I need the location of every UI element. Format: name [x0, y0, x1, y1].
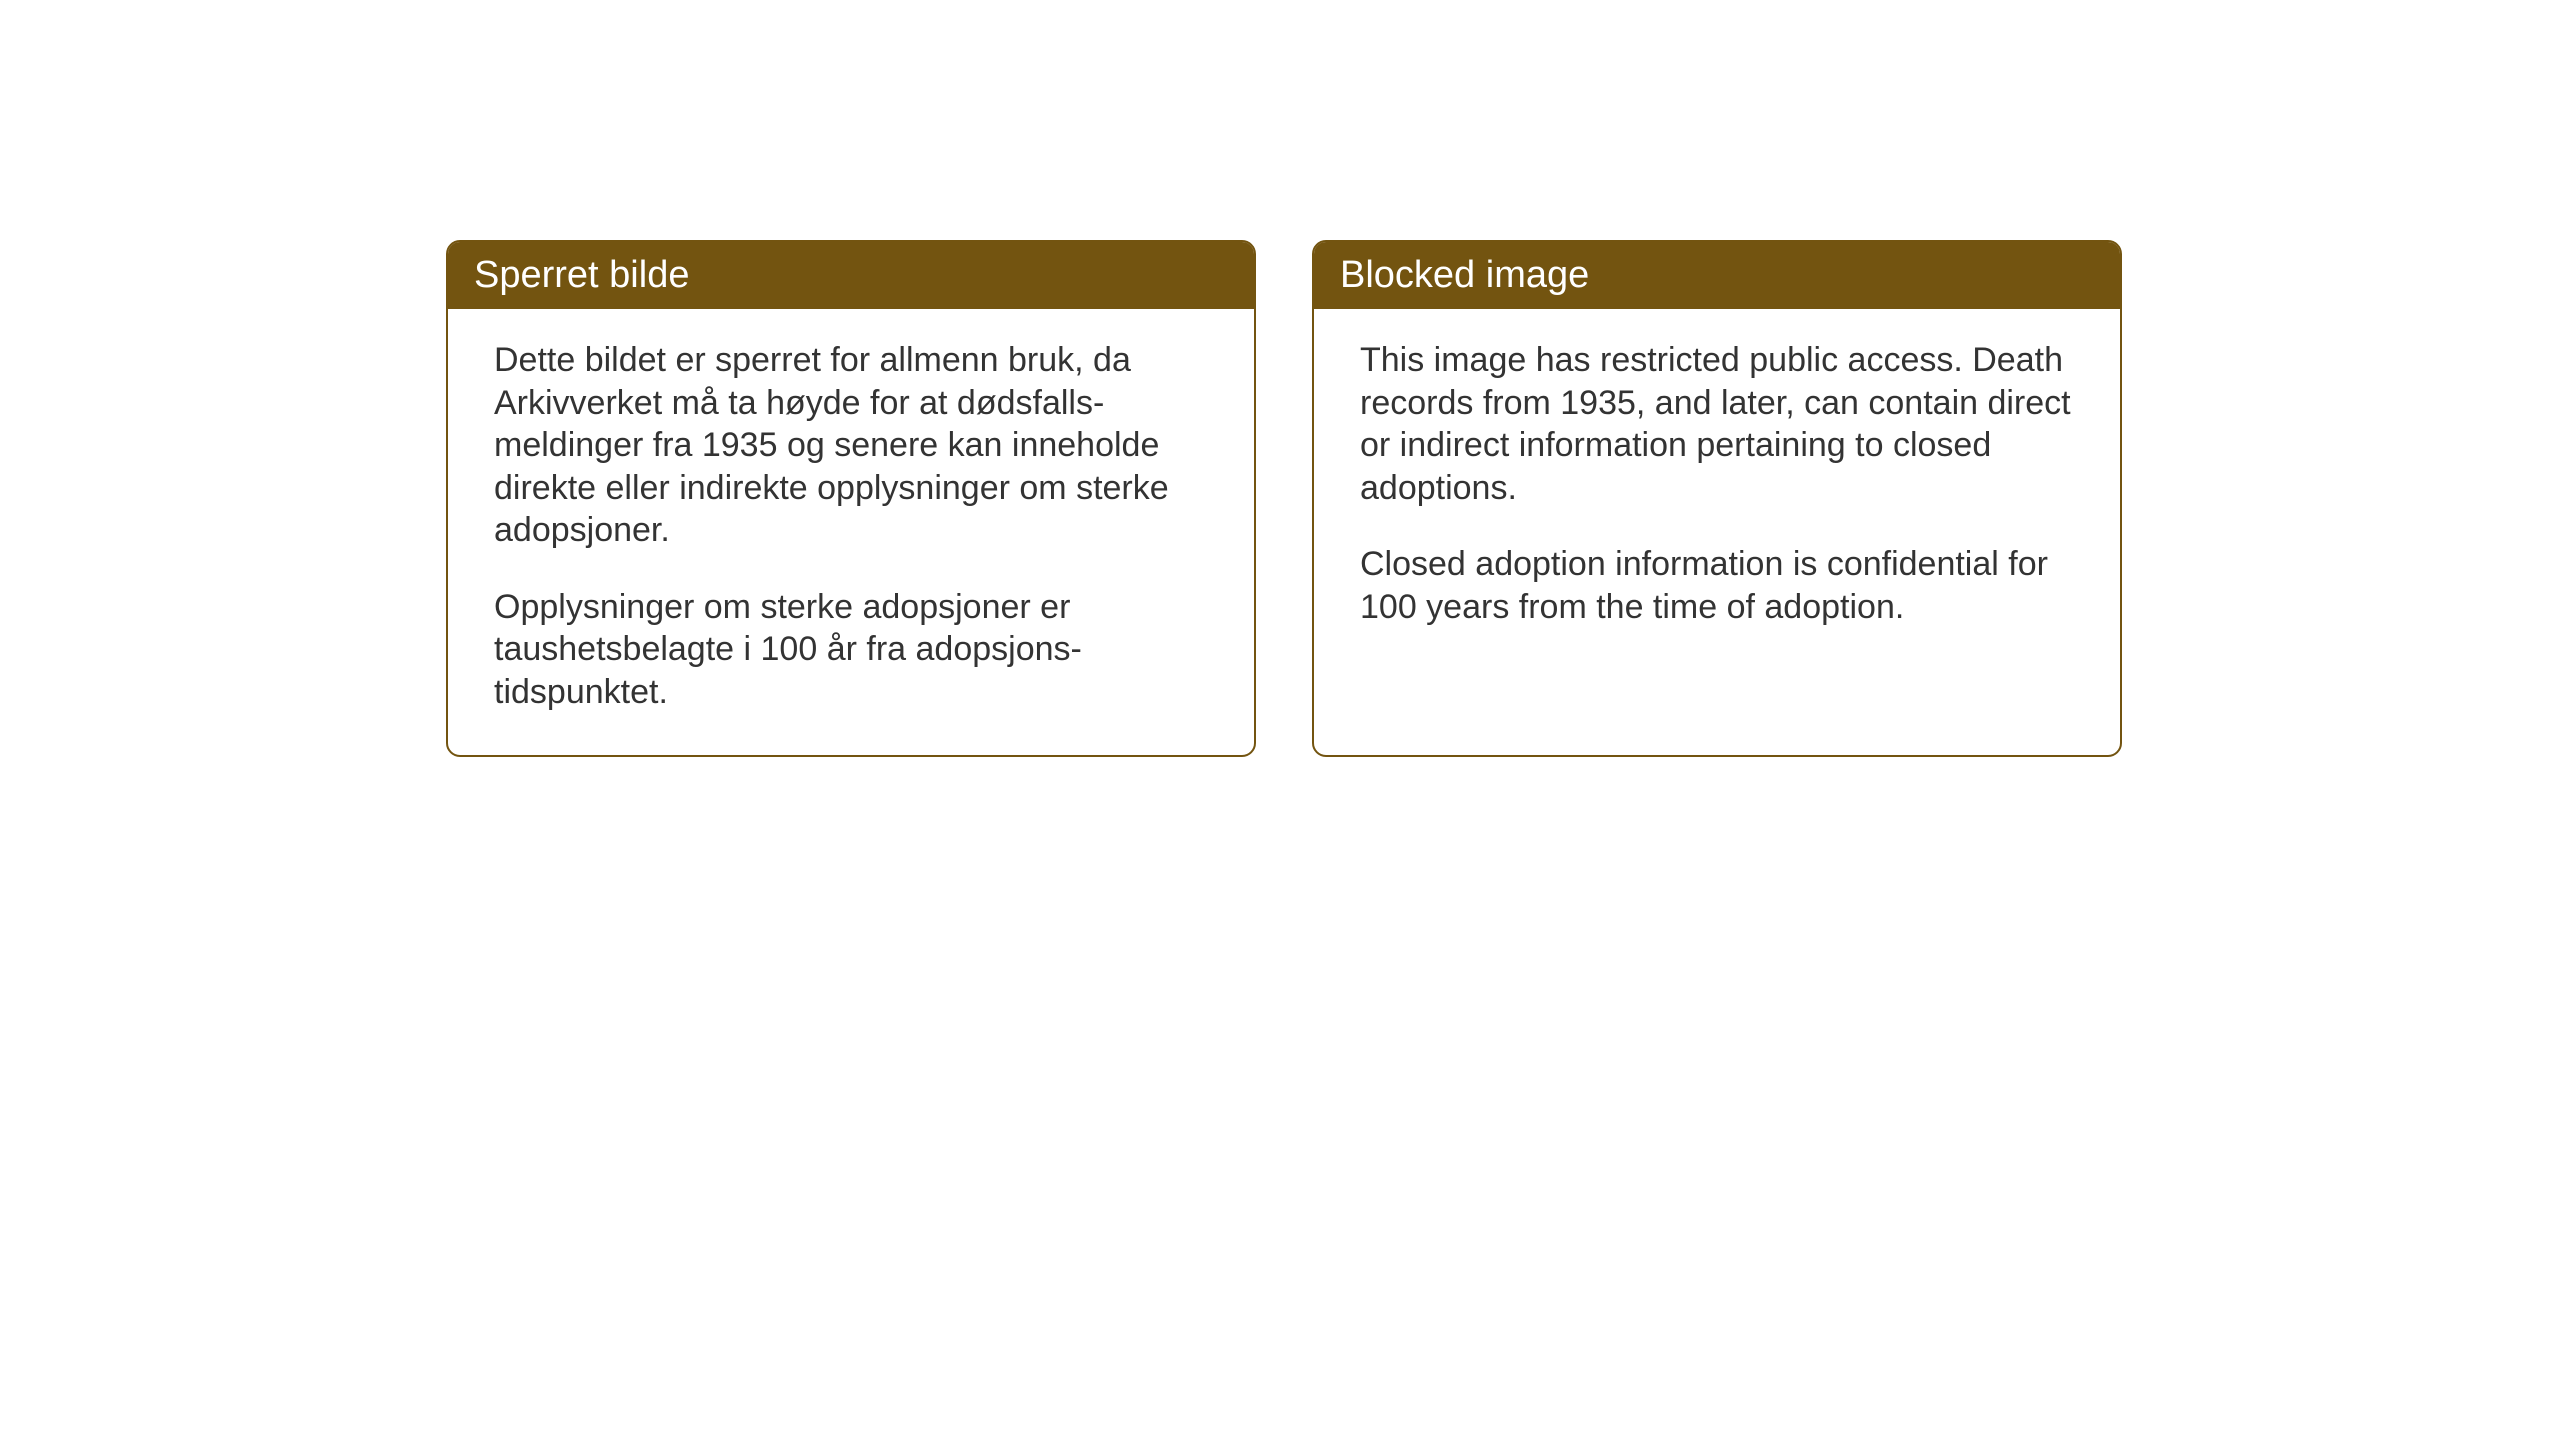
norwegian-notice-card: Sperret bilde Dette bildet er sperret fo… — [446, 240, 1256, 757]
norwegian-card-title: Sperret bilde — [448, 242, 1254, 309]
norwegian-paragraph-1: Dette bildet er sperret for allmenn bruk… — [494, 339, 1208, 552]
english-card-body: This image has restricted public access.… — [1314, 309, 2120, 670]
norwegian-card-body: Dette bildet er sperret for allmenn bruk… — [448, 309, 1254, 755]
english-paragraph-1: This image has restricted public access.… — [1360, 339, 2074, 509]
english-card-title: Blocked image — [1314, 242, 2120, 309]
norwegian-paragraph-2: Opplysninger om sterke adopsjoner er tau… — [494, 586, 1208, 714]
notice-cards-container: Sperret bilde Dette bildet er sperret fo… — [0, 0, 2560, 757]
english-notice-card: Blocked image This image has restricted … — [1312, 240, 2122, 757]
english-paragraph-2: Closed adoption information is confident… — [1360, 543, 2074, 628]
